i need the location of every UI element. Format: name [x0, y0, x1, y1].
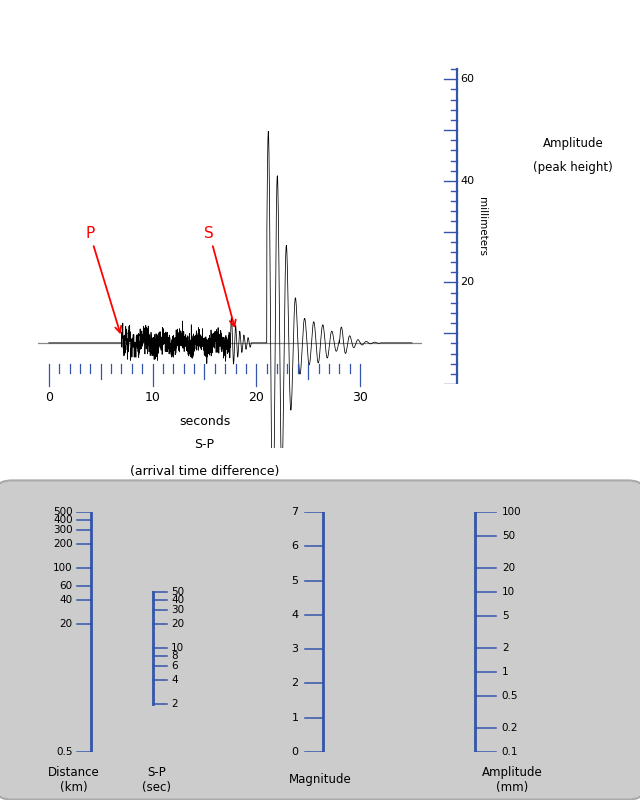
Text: 30: 30 [171, 605, 184, 614]
Text: 20: 20 [60, 619, 73, 629]
FancyBboxPatch shape [0, 480, 640, 800]
Text: 10: 10 [502, 587, 515, 597]
Text: 200: 200 [53, 539, 73, 549]
Text: 50: 50 [502, 531, 515, 541]
Text: 0.5: 0.5 [502, 691, 518, 701]
Text: 10: 10 [145, 390, 161, 404]
Text: S: S [204, 226, 236, 326]
Text: (arrival time difference): (arrival time difference) [130, 465, 279, 478]
Text: 20: 20 [502, 563, 515, 573]
Text: 0: 0 [291, 747, 298, 757]
Text: 30: 30 [352, 390, 368, 404]
Text: 20: 20 [248, 390, 264, 404]
Text: Amplitude: Amplitude [543, 138, 603, 150]
Text: 7: 7 [291, 507, 298, 517]
Text: P: P [85, 226, 121, 333]
Text: 40: 40 [461, 176, 475, 186]
Text: 40: 40 [60, 594, 73, 605]
Text: 50: 50 [171, 587, 184, 597]
Text: 0.5: 0.5 [56, 747, 73, 757]
Text: 100: 100 [502, 507, 522, 517]
Text: 500: 500 [53, 507, 73, 517]
Text: 0: 0 [45, 390, 52, 404]
Text: 20: 20 [171, 619, 184, 629]
Text: 1: 1 [291, 713, 298, 722]
Text: millimeters: millimeters [477, 197, 488, 256]
Text: 4: 4 [171, 674, 178, 685]
Text: Amplitude
(mm): Amplitude (mm) [482, 766, 542, 794]
Text: Magnitude: Magnitude [289, 774, 351, 786]
Text: 0.2: 0.2 [502, 723, 518, 733]
Text: 3: 3 [291, 644, 298, 654]
Text: Distance
(km): Distance (km) [48, 766, 99, 794]
Text: 60: 60 [60, 581, 73, 590]
Text: 2: 2 [171, 699, 178, 709]
Text: 6: 6 [171, 661, 178, 670]
Text: 5: 5 [291, 575, 298, 586]
Text: 2: 2 [502, 643, 508, 653]
Text: S-P: S-P [195, 438, 214, 451]
Text: 6: 6 [291, 542, 298, 551]
Text: 1: 1 [502, 667, 508, 677]
Text: 60: 60 [461, 74, 474, 84]
Text: S-P
(sec): S-P (sec) [142, 766, 172, 794]
Text: (peak height): (peak height) [533, 162, 612, 174]
Text: 8: 8 [171, 650, 178, 661]
Text: 10: 10 [171, 643, 184, 653]
Text: 40: 40 [171, 594, 184, 605]
Text: 4: 4 [291, 610, 298, 620]
Text: 0.1: 0.1 [502, 747, 518, 757]
Text: 400: 400 [53, 514, 73, 525]
Text: 300: 300 [53, 525, 73, 534]
Text: 2: 2 [291, 678, 298, 689]
Text: 100: 100 [53, 563, 73, 573]
Text: 20: 20 [461, 278, 475, 287]
Text: seconds: seconds [179, 414, 230, 427]
Text: 5: 5 [502, 611, 508, 621]
